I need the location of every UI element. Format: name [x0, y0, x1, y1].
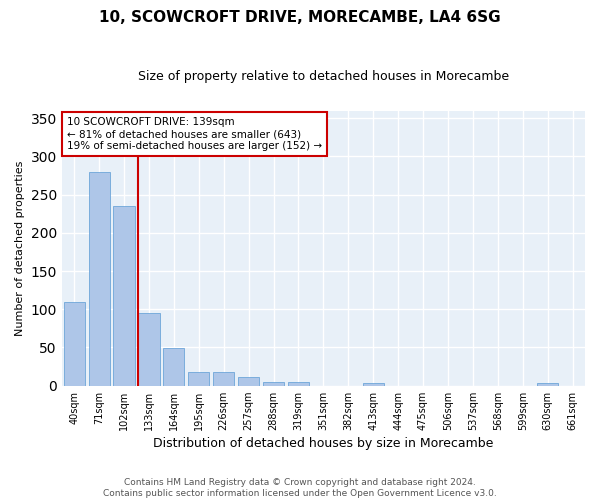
Bar	[113, 206, 134, 386]
Bar	[238, 378, 259, 386]
Text: 10 SCOWCROFT DRIVE: 139sqm
← 81% of detached houses are smaller (643)
19% of sem: 10 SCOWCROFT DRIVE: 139sqm ← 81% of deta…	[67, 118, 322, 150]
Bar	[537, 384, 558, 386]
Text: Contains HM Land Registry data © Crown copyright and database right 2024.
Contai: Contains HM Land Registry data © Crown c…	[103, 478, 497, 498]
Bar	[64, 302, 85, 386]
Bar	[163, 348, 184, 386]
Title: Size of property relative to detached houses in Morecambe: Size of property relative to detached ho…	[138, 70, 509, 83]
Y-axis label: Number of detached properties: Number of detached properties	[15, 160, 25, 336]
Bar	[288, 382, 309, 386]
Bar	[89, 172, 110, 386]
Bar	[263, 382, 284, 386]
Text: 10, SCOWCROFT DRIVE, MORECAMBE, LA4 6SG: 10, SCOWCROFT DRIVE, MORECAMBE, LA4 6SG	[99, 10, 501, 25]
Bar	[362, 384, 384, 386]
Bar	[213, 372, 235, 386]
Bar	[139, 313, 160, 386]
X-axis label: Distribution of detached houses by size in Morecambe: Distribution of detached houses by size …	[153, 437, 494, 450]
Bar	[188, 372, 209, 386]
